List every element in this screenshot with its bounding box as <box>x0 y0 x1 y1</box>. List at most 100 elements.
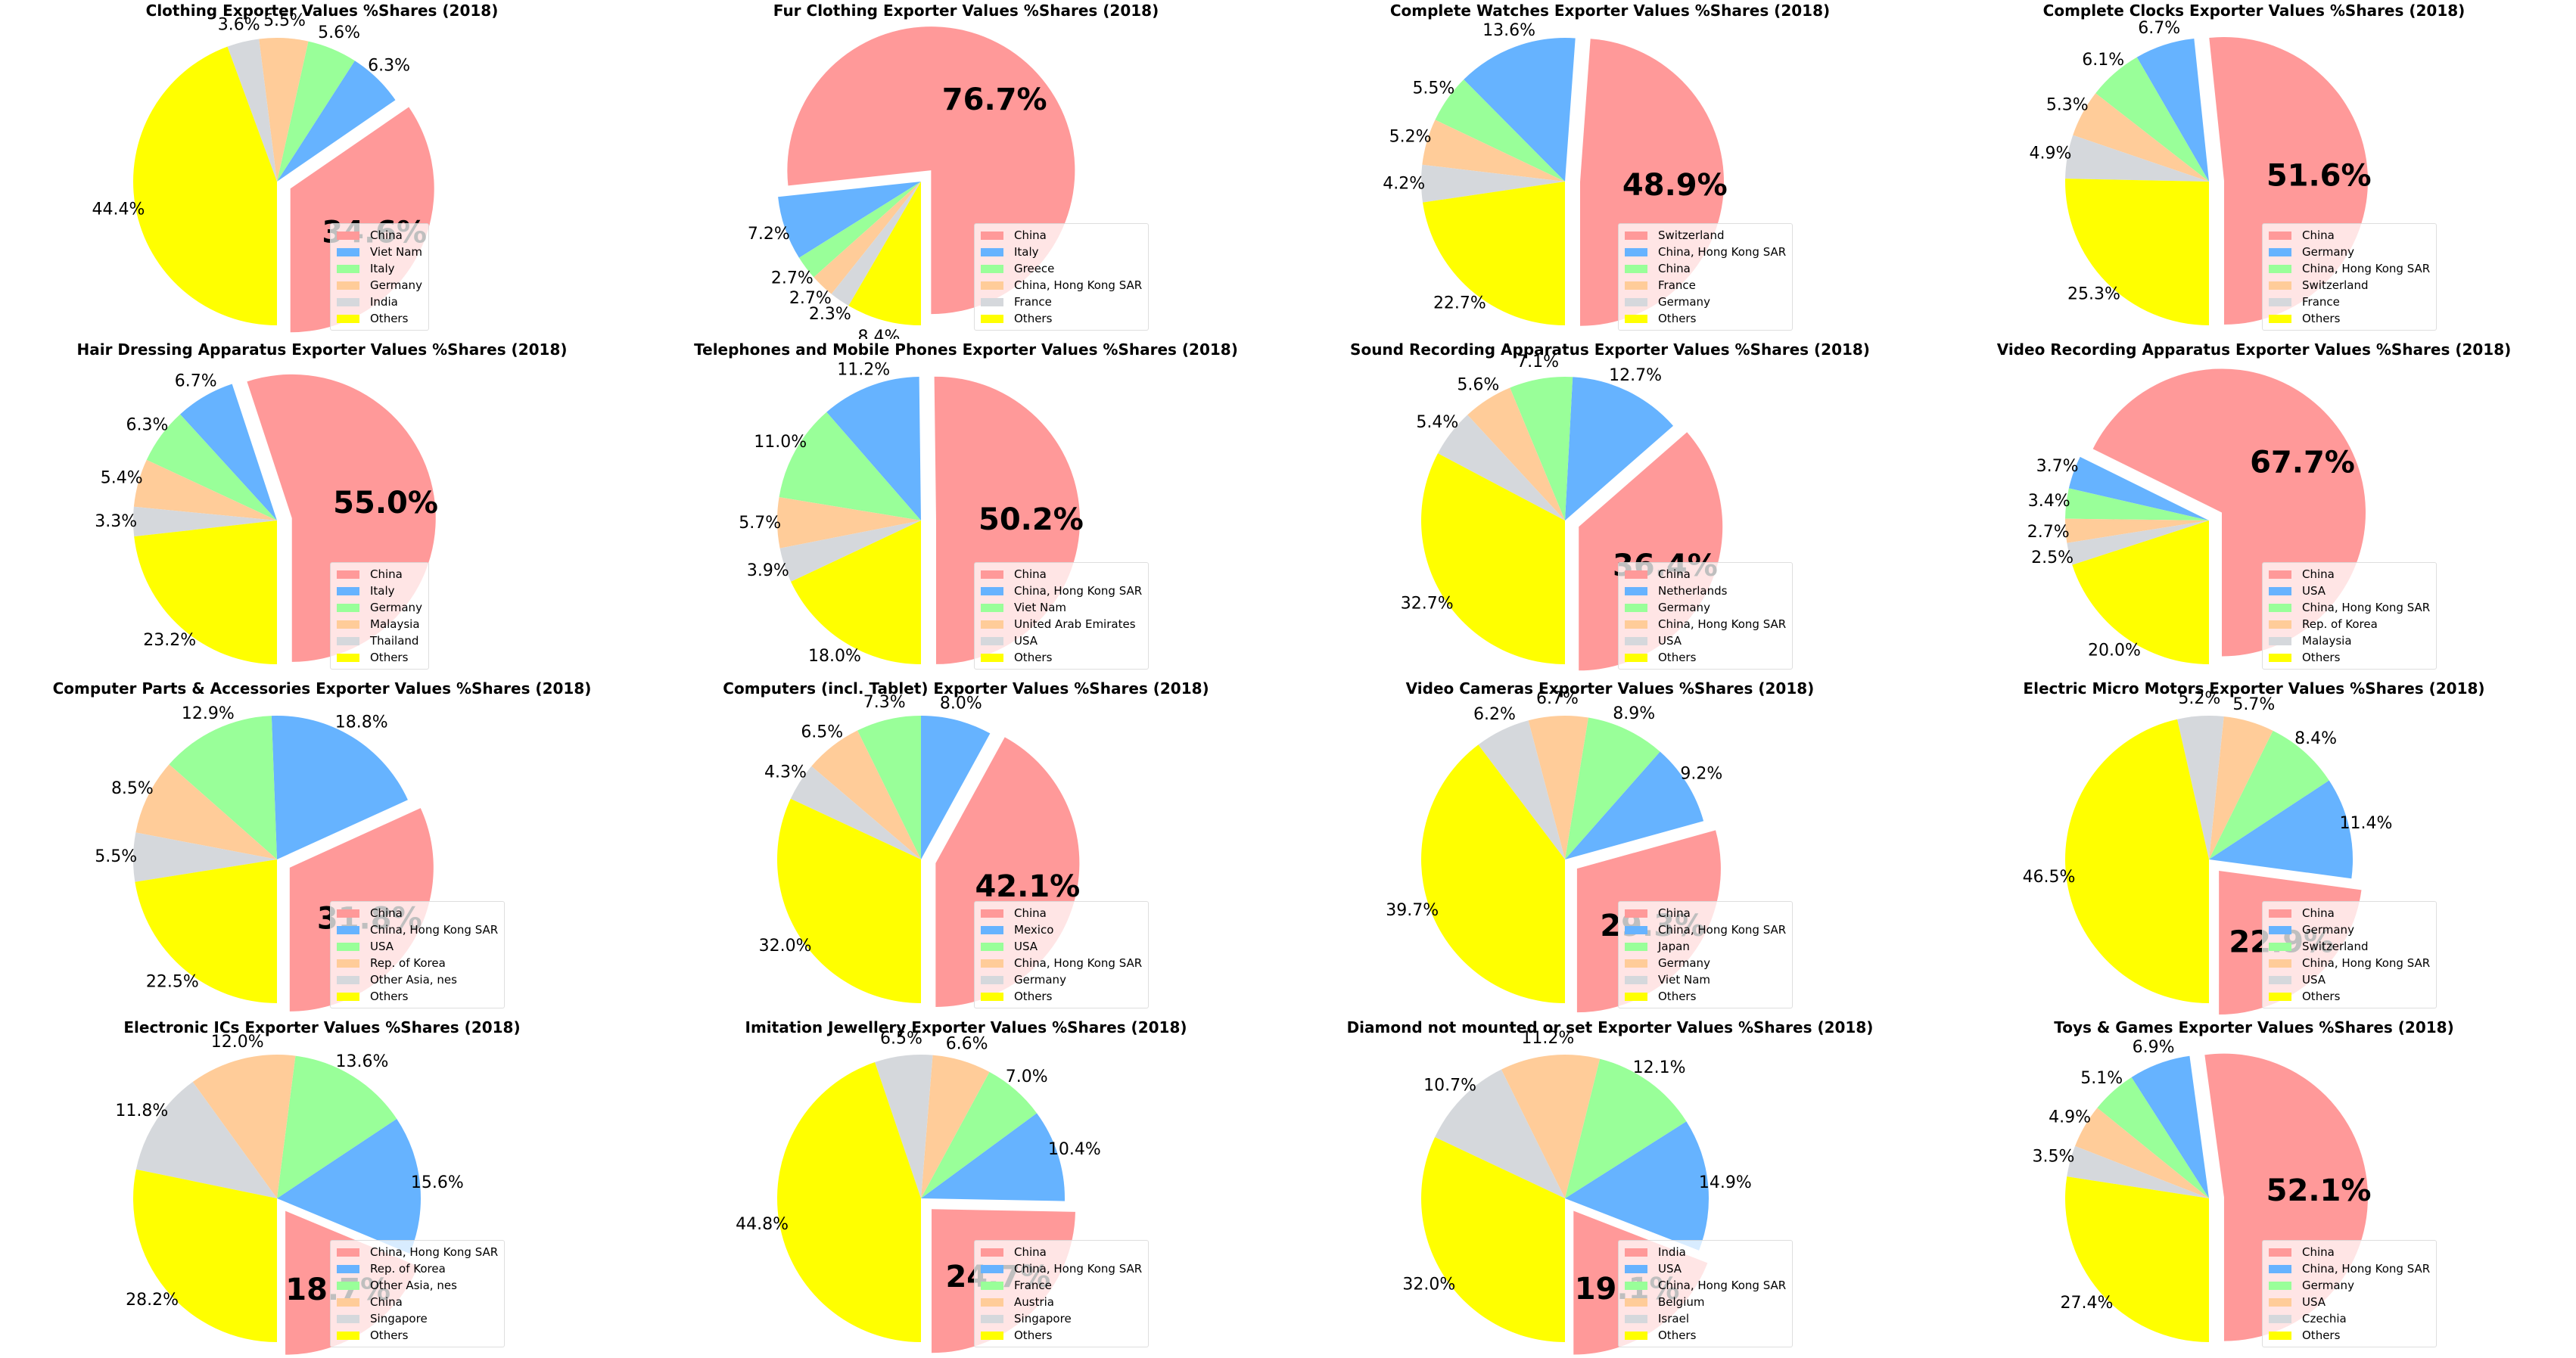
legend-swatch <box>1625 231 1647 240</box>
pie-svg: 55.0% 6.7% 6.3% 5.4% 3.3% 23.2% <box>95 372 438 664</box>
pie-slice-usa <box>779 521 921 582</box>
legend-label: China <box>2302 228 2335 242</box>
slice-value-label: 4.2% <box>1383 175 1425 194</box>
slice-value-label: 5.5% <box>95 847 137 866</box>
legend-swatch <box>337 925 359 934</box>
legend-item: Other Asia, nes <box>337 971 498 988</box>
slice-value-label: 3.6% <box>218 16 260 35</box>
legend-item: France <box>981 1277 1142 1294</box>
legend-swatch <box>1625 1264 1647 1273</box>
legend-swatch <box>2269 959 2291 968</box>
pie-slice-china-hong-kong-sar <box>1565 1058 1687 1198</box>
legend-item: China <box>981 227 1142 244</box>
chart-title: Video Recording Apparatus Exporter Value… <box>1996 340 2512 359</box>
legend-label: Germany <box>1658 956 1710 970</box>
pie-slice-germany <box>1421 164 1565 203</box>
slice-value-label: 6.5% <box>880 1029 922 1048</box>
legend-item: China <box>2269 905 2430 921</box>
pie-slice-france <box>1422 120 1565 182</box>
pie-slice-usa <box>2075 1108 2209 1198</box>
pie-panel-6: Telephones and Mobile Phones Exporter Va… <box>644 339 1288 678</box>
chart-legend: China Germany China, Hong Kong SAR Switzerl… <box>2262 223 2438 331</box>
pie-panel-5: Hair Dressing Apparatus Exporter Values … <box>0 339 644 678</box>
chart-title: Clothing Exporter Values %Shares (2018) <box>145 2 499 20</box>
legend-swatch <box>337 1248 359 1257</box>
legend-item: Austria <box>981 1294 1142 1310</box>
legend-item: India <box>1625 1244 1786 1260</box>
legend-item: Belgium <box>1625 1294 1786 1310</box>
legend-swatch <box>337 1331 359 1340</box>
slice-value-label: 22.5% <box>146 972 199 991</box>
legend-item: USA <box>1625 632 1786 649</box>
pie-slice-belgium <box>1501 1055 1601 1198</box>
slice-value-label: 32.0% <box>1402 1276 1455 1294</box>
legend-item: Switzerland <box>2269 938 2430 955</box>
slice-value-label: 32.0% <box>759 937 812 956</box>
legend-swatch <box>337 281 359 290</box>
slice-value-label: 5.3% <box>2046 95 2089 114</box>
pie-slice-others <box>791 521 921 664</box>
legend-label: China <box>1014 228 1047 242</box>
slice-value-label: 51.6% <box>2266 158 2372 193</box>
legend-item: Others <box>981 310 1142 327</box>
legend-item: China, Hong Kong SAR <box>1625 616 1786 632</box>
legend-item: China, Hong Kong SAR <box>981 1260 1142 1277</box>
legend-item: Malaysia <box>337 616 422 632</box>
legend-label: Germany <box>2302 245 2354 259</box>
legend-item: China <box>1625 905 1786 921</box>
legend-swatch <box>337 975 359 984</box>
legend-swatch <box>981 570 1003 579</box>
slice-value-label: 14.9% <box>1699 1173 1752 1192</box>
slice-value-label: 5.5% <box>1412 79 1454 98</box>
pie-svg: 67.7% 3.7% 3.4% 2.7% 2.5% 20.0% <box>2027 368 2366 664</box>
legend-label: India <box>1658 1245 1686 1259</box>
slice-value-label: 6.7% <box>2138 19 2180 38</box>
pie-slice-thailand <box>133 506 277 537</box>
slice-value-label: 5.4% <box>101 469 143 488</box>
chart-title: Video Cameras Exporter Values %Shares (2… <box>1405 679 1815 698</box>
chart-legend: China Mexico USA China, Hong Kong SAR German… <box>974 901 1150 1008</box>
legend-swatch <box>981 942 1003 951</box>
legend-item: China, Hong Kong SAR <box>2269 599 2430 616</box>
chart-title: Fur Clothing Exporter Values %Shares (20… <box>773 2 1159 20</box>
legend-swatch <box>337 314 359 323</box>
pie-slice-viet-nam <box>779 412 921 521</box>
chart-title: Diamond not mounted or set Exporter Valu… <box>1346 1018 1874 1036</box>
legend-swatch <box>1625 909 1647 918</box>
legend-item: Rep. of Korea <box>2269 616 2430 632</box>
legend-label: Japan <box>1658 940 1690 953</box>
chart-legend: China Italy Germany Malaysia Thailand Others <box>330 562 429 670</box>
slice-value-label: 8.0% <box>940 694 982 713</box>
legend-swatch <box>2269 636 2291 645</box>
legend-item: Germany <box>337 599 422 616</box>
chart-legend: China China, Hong Kong SAR Japan Germany Vie… <box>1618 901 1794 1008</box>
legend-label: Austria <box>1014 1295 1054 1309</box>
legend-swatch <box>2269 281 2291 290</box>
pie-panel-1: Clothing Exporter Values %Shares (2018)3… <box>0 0 644 339</box>
legend-swatch <box>1625 1297 1647 1307</box>
legend-swatch <box>981 925 1003 934</box>
legend-item: China, Hong Kong SAR <box>1625 244 1786 260</box>
pie-svg: 48.9% 13.6% 5.5% 5.2% 4.2% 22.7% <box>1383 21 1728 326</box>
chart-legend: China China, Hong Kong SAR Germany USA Czech… <box>2262 1240 2438 1347</box>
pie-panel-8: Video Recording Apparatus Exporter Value… <box>1932 339 2576 678</box>
slice-value-label: 13.6% <box>1482 21 1535 40</box>
legend-label: Germany <box>1658 295 1710 309</box>
legend-swatch <box>2269 603 2291 612</box>
slice-value-label: 6.3% <box>368 57 410 76</box>
slice-value-label: 11.4% <box>2340 814 2393 833</box>
pie-svg: 24.7%10.4%7.0%6.6%6.5%44.8% <box>736 1029 1101 1353</box>
legend-swatch <box>1625 975 1647 984</box>
legend-label: Viet Nam <box>370 245 423 259</box>
pie-svg: 29.3%9.2%8.9%6.7%6.2%39.7% <box>1386 689 1722 1013</box>
pie-slice-italy <box>277 41 355 182</box>
legend-label: Others <box>1014 990 1053 1003</box>
slice-value-label: 3.5% <box>2033 1147 2075 1166</box>
slice-value-label: 25.3% <box>2067 284 2120 303</box>
legend-swatch <box>981 231 1003 240</box>
pie-slice-greece <box>798 182 921 278</box>
legend-label: Others <box>1658 990 1697 1003</box>
legend-swatch <box>1625 620 1647 629</box>
pie-slice-others <box>134 521 277 664</box>
legend-swatch <box>981 975 1003 984</box>
